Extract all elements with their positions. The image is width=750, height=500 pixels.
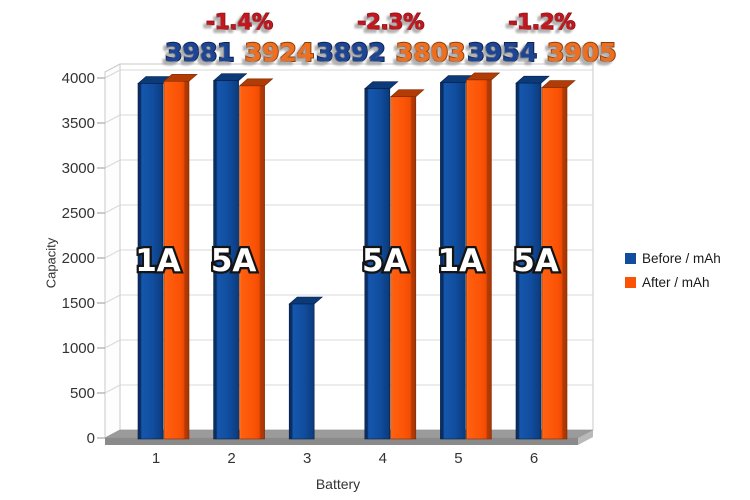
x-tick-label: 3 <box>303 450 311 467</box>
before-bar <box>515 82 542 440</box>
legend-label: Before / mAh <box>642 251 721 266</box>
annotation-before-value: 3892 <box>316 38 386 67</box>
y-tick-label: 2500 <box>62 205 95 222</box>
after-bar <box>239 85 265 440</box>
legend-item: After / mAh <box>625 275 721 290</box>
legend-item: Before / mAh <box>625 251 721 266</box>
y-tick-label: 0 <box>87 430 95 447</box>
y-tick-label: 3500 <box>62 115 95 132</box>
x-tick-label: 1 <box>152 450 160 467</box>
gridline-side <box>104 249 121 259</box>
x-tick-label: 4 <box>379 450 387 467</box>
gridline-side <box>104 294 121 304</box>
gridline-side <box>104 69 121 79</box>
legend-label: After / mAh <box>642 275 710 290</box>
x-tick-label: 2 <box>227 450 235 467</box>
gridline-side <box>104 384 121 394</box>
before-bar <box>288 303 315 440</box>
y-tick-label: 1500 <box>62 295 95 312</box>
after-bar <box>466 79 492 440</box>
x-axis-title: Battery <box>315 476 361 492</box>
gridline-side <box>104 159 121 169</box>
y-axis-title: Capacity <box>43 237 59 289</box>
bar-current-label: 1A <box>135 243 181 279</box>
after-bar <box>541 87 568 440</box>
gridline-side <box>104 204 121 214</box>
gridline-side <box>104 114 121 124</box>
legend-swatch <box>625 253 636 264</box>
before-bar <box>364 88 391 440</box>
after-bar <box>163 80 190 440</box>
y-tick-label: 1000 <box>62 340 95 357</box>
y-tick-label: 3000 <box>62 160 95 177</box>
annotation-percent: -2.3% <box>357 10 424 34</box>
before-bar <box>137 83 164 440</box>
bar-current-label: 5A <box>513 243 559 279</box>
chart-legend: Before / mAh After / mAh <box>625 251 721 290</box>
annotation-before-value: 3954 <box>467 38 537 67</box>
chart-floor-front <box>105 438 578 445</box>
chart-back-wall <box>119 63 594 431</box>
annotation-percent: -1.4% <box>206 10 273 34</box>
annotation-before-value: 3981 <box>165 38 235 67</box>
y-tick-label: 500 <box>70 385 95 402</box>
x-tick-label: 6 <box>530 450 538 467</box>
bar-current-label: 5A <box>362 243 408 279</box>
before-bar <box>213 80 239 440</box>
y-tick-label: 4000 <box>62 70 95 87</box>
annotation-percent: -1.2% <box>509 10 576 34</box>
before-bar <box>440 82 466 440</box>
bar-current-label: 1A <box>438 243 484 279</box>
x-tick-label: 5 <box>454 450 462 467</box>
gridline-side <box>104 339 121 349</box>
annotation-after-value: 3905 <box>547 38 617 67</box>
after-bar <box>390 96 417 440</box>
chart-floor-right <box>578 430 593 445</box>
y-tick-label: 2000 <box>62 250 95 267</box>
bar-current-label: 5A <box>211 243 257 279</box>
legend-swatch <box>625 277 636 288</box>
annotation-after-value: 3803 <box>396 38 466 67</box>
annotation-after-value: 3924 <box>245 38 315 67</box>
